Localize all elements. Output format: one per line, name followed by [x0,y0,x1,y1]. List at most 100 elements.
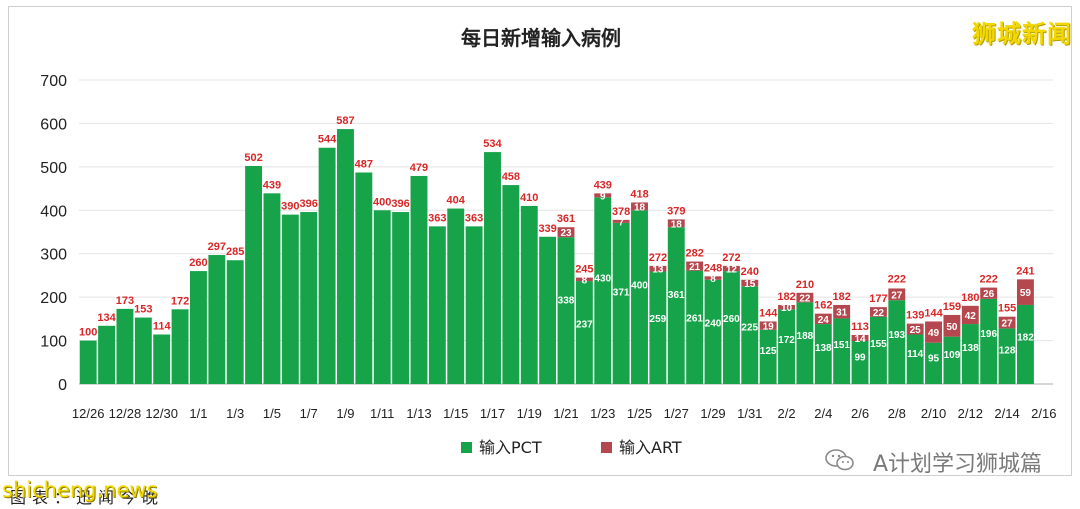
bar-pct [1016,304,1034,384]
data-label-total: 272 [722,252,740,264]
data-label-art: 26 [983,289,995,300]
chart-title: 每日新增输入病例 [461,26,621,50]
bar-art [869,307,887,317]
x-tick-label: 2/16 [1031,406,1056,421]
data-label-art: 50 [946,322,958,333]
bar-pct [575,281,593,384]
bar-pct [153,334,171,384]
bar-pct [943,336,961,384]
data-label-total: 144 [759,307,778,319]
bar-pct [888,300,906,384]
bar-pct [814,324,832,384]
wechat-icon [825,449,854,471]
data-label-total: 210 [796,279,814,291]
bar-pct [318,147,336,384]
data-label-pct: 240 [705,319,722,330]
data-label-total: 458 [502,171,520,183]
data-label-art: 25 [910,325,922,336]
data-label-art: 13 [652,265,664,276]
data-label-art: 18 [634,202,646,213]
data-label-art: 14 [854,334,866,345]
data-label-total: 248 [704,262,722,274]
bar-pct [189,271,207,384]
bar-pct [300,212,318,384]
data-label-total: 390 [281,201,299,213]
bar-pct [98,325,116,384]
bar-pct [998,328,1016,384]
bar-art [557,227,575,238]
y-tick-label: 500 [40,160,67,177]
x-tick-label: 1/27 [664,406,689,421]
data-label-art: 21 [689,262,701,273]
bar-pct [704,279,722,384]
x-tick-label: 1/29 [700,406,725,421]
data-label-pct: 109 [944,350,961,361]
bar-art [814,313,832,325]
data-label-pct: 430 [594,273,611,284]
bar-art [649,265,667,272]
data-label-pct: 138 [962,343,979,354]
bar-art [961,305,979,325]
bar-art [943,314,961,337]
x-tick-label: 1/13 [406,406,431,421]
data-label-total: 155 [998,303,1016,315]
stamp-logo: 狮城新闻 [972,20,1072,48]
data-label-total: 410 [520,192,538,204]
bar-art [612,219,630,223]
data-label-total: 182 [832,291,850,303]
x-tick-label: 12/30 [145,406,178,421]
bar-pct [226,260,244,384]
bar-pct [79,340,97,384]
bar-pct [851,341,869,384]
chart-svg: 每日新增输入病例01002003004005006007001001341731… [40,26,1056,457]
x-tick-label: 12/26 [72,406,105,421]
bar-pct [594,197,612,384]
data-label-pct: 138 [815,343,832,354]
figure-caption: 图表：迅闻今晚 [10,488,165,507]
data-label-total: 139 [906,310,924,322]
bar-pct [392,212,410,384]
legend-label-art: 输入ART [619,438,682,457]
data-label-total: 182 [777,291,795,303]
data-label-pct: 400 [631,280,648,291]
x-tick-label: 1/15 [443,406,468,421]
bar-pct [612,222,630,384]
bar-pct [722,271,740,384]
data-label-pct: 261 [686,314,703,325]
bar-art [998,316,1016,329]
bar-art [1016,279,1034,305]
bar-art [704,276,722,280]
bar-art [925,321,943,343]
data-label-pct: 371 [613,287,630,298]
bar-pct [667,227,685,384]
data-label-total: 113 [851,321,869,333]
bar-pct [778,309,795,384]
data-label-total: 153 [134,304,152,316]
data-label-art: 22 [873,308,885,319]
data-label-pct: 151 [833,340,850,351]
data-label-art: 10 [781,303,793,314]
data-label-pct: 114 [907,349,924,360]
data-label-pct: 125 [760,346,777,357]
data-label-art: 15 [744,279,756,290]
x-tick-label: 1/11 [370,406,394,421]
data-label-total: 272 [649,252,667,264]
data-label-total: 487 [355,159,373,171]
data-label-total: 361 [557,213,575,225]
data-label-art: 42 [965,311,977,322]
bar-pct [686,270,704,384]
bar-pct [245,165,263,384]
data-label-pct: 172 [778,335,795,346]
data-label-total: 241 [1016,265,1034,277]
bar-pct [208,255,226,384]
data-label-art: 12 [726,264,738,275]
data-label-pct: 196 [980,329,997,340]
data-label-art: 22 [799,294,811,305]
data-label-total: 134 [97,312,116,324]
legend-label-pct: 输入PCT [479,438,542,457]
bar-pct [649,271,667,384]
bar-pct [502,185,520,384]
bar-pct [337,129,354,384]
bar-pct [631,210,648,384]
bar-pct [410,175,428,384]
